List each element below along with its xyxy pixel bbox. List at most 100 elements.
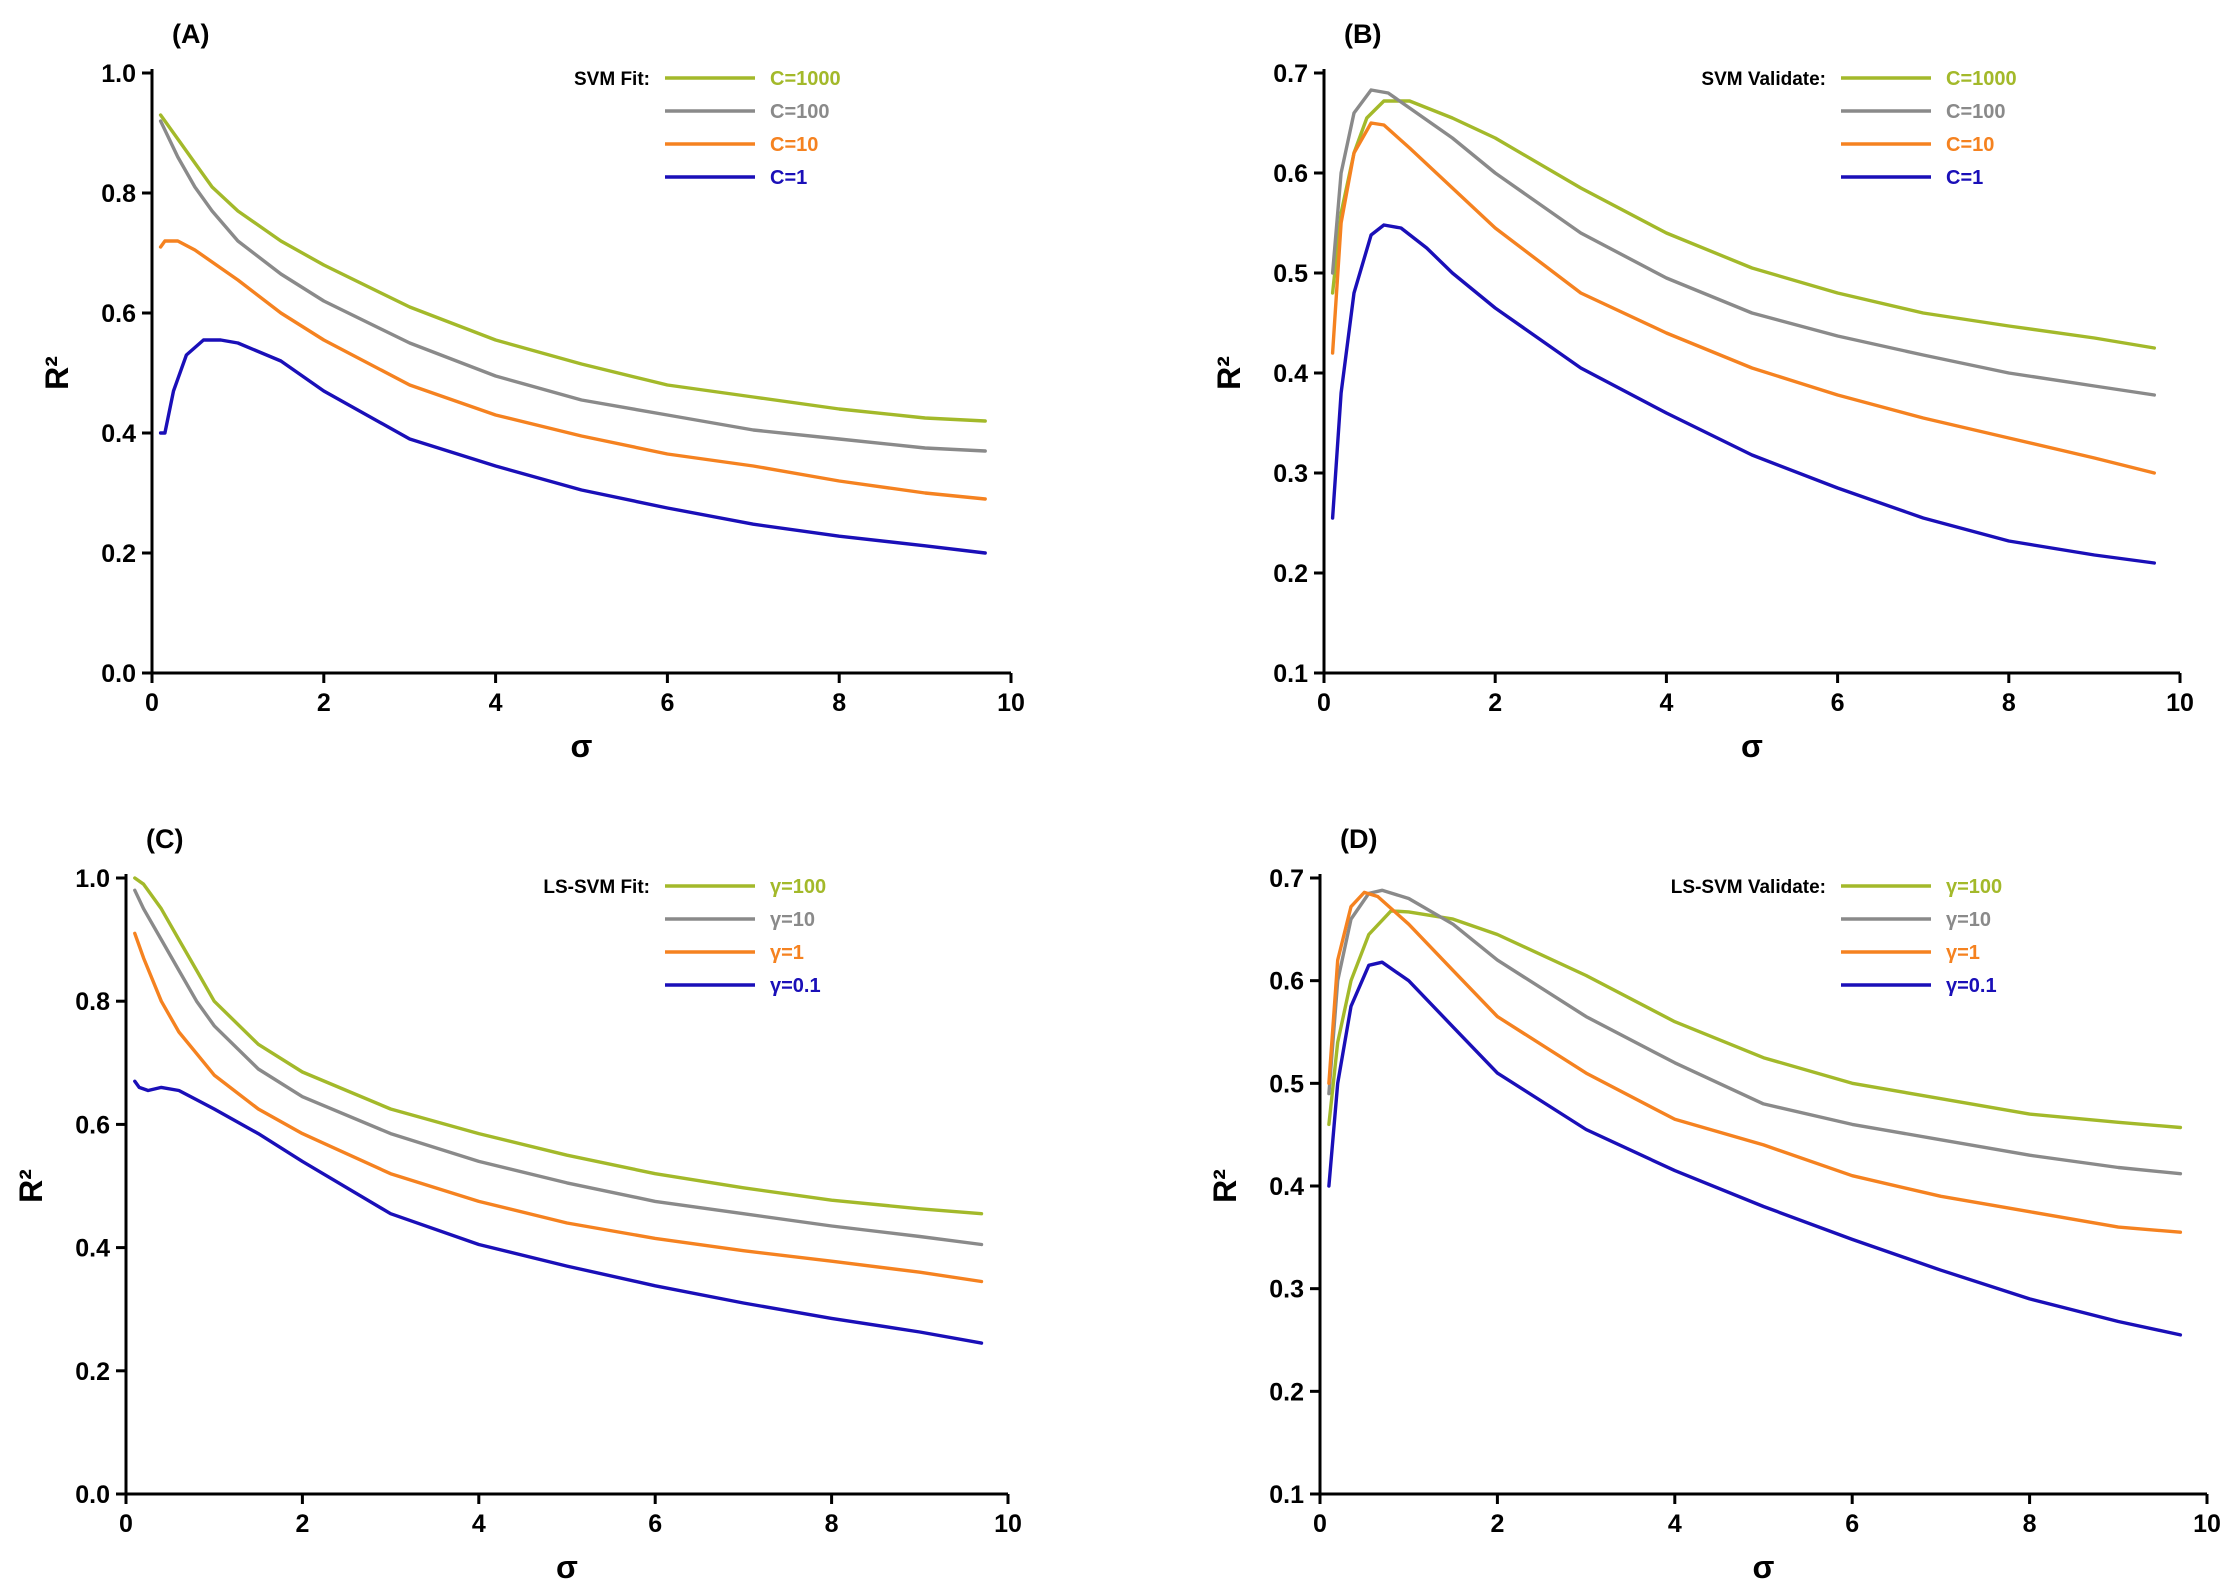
x-tick-label: 8 [832,689,846,717]
x-tick-label: 0 [145,689,159,717]
legend-title: SVM Validate: [1701,69,1826,90]
y-tick-label: 0.2 [1273,560,1308,588]
series-line-1 [133,876,984,1216]
legend-entry: γ=1 [1946,942,1980,964]
chart-panel-4: (D) 0 2 4 6 8 10 0.1 0.2 0.3 0.4 0.5 0.6 0.7 σ R² LS-SVM… [1207,824,2221,1585]
y-tick-label: 0.6 [75,1111,110,1139]
x-tick-label: 10 [2166,689,2194,717]
x-tick-label: 6 [1845,1510,1859,1538]
series-line-2 [158,119,987,453]
panel-label: (D) [1340,824,1377,854]
x-tick-label: 6 [648,1510,662,1538]
legend-entry: γ=0.1 [770,975,821,997]
y-tick-label: 0.1 [1273,660,1308,688]
legend: LS-SVM Validate: γ=100 γ=10 γ=1 γ=0.1 [1671,876,2002,997]
x-tick-label: 4 [489,689,503,717]
y-tick-label: 0.4 [101,420,136,448]
x-tick-label: 0 [1317,689,1331,717]
x-tick-label: 0 [1313,1510,1327,1538]
y-tick-label: 0.2 [101,540,136,568]
legend-entry: γ=10 [1946,909,1991,931]
x-tick-label: 8 [2023,1510,2037,1538]
legend: SVM Validate: C=1000 C=100 C=10 C=1 [1701,68,2016,189]
y-tick-label: 0.6 [1269,968,1304,996]
y-tick-label: 0.6 [1273,160,1308,188]
legend: LS-SVM Fit: γ=100 γ=10 γ=1 γ=0.1 [543,876,826,997]
series-line-4 [158,338,987,555]
series-line-3 [158,239,987,501]
legend-title: SVM Fit: [574,69,650,90]
y-tick-label: 0.0 [101,660,136,688]
legend-entry: C=1 [1946,167,1983,189]
panel-label: (C) [146,824,183,854]
y-tick-label: 0.4 [1269,1173,1304,1201]
y-tick-label: 0.6 [101,300,136,328]
x-axis-title: σ [571,728,593,764]
y-tick-label: 0.2 [1269,1378,1304,1406]
series-line-4 [1327,960,2183,1337]
legend-entry: C=100 [770,101,830,123]
series-line-3 [1330,121,2156,475]
y-tick-label: 0.2 [75,1358,110,1386]
y-tick-label: 0.4 [1273,360,1308,388]
y-tick-label: 0.5 [1273,260,1308,288]
series-line-1 [1330,99,2156,350]
x-axis-title: σ [1753,1549,1775,1585]
y-tick-label: 0.3 [1269,1276,1304,1304]
series-line-4 [1330,223,2156,565]
legend-entry: γ=1 [770,942,804,964]
series-line-1 [1327,909,2183,1130]
x-tick-label: 2 [1488,689,1502,717]
legend-entry: C=1 [770,167,807,189]
y-tick-label: 0.4 [75,1235,110,1263]
x-tick-label: 6 [660,689,674,717]
x-tick-label: 4 [1668,1510,1682,1538]
y-tick-label: 0.7 [1269,865,1304,893]
legend-entry: C=1000 [770,68,841,90]
legend-title: LS-SVM Validate: [1671,877,1826,898]
y-axis-title: R² [1207,1169,1243,1203]
legend-entry: γ=100 [1946,876,2002,898]
x-tick-label: 10 [2193,1510,2221,1538]
legend-entry: γ=10 [770,909,815,931]
y-tick-label: 0.8 [75,988,110,1016]
legend-entry: C=10 [770,134,818,156]
legend-entry: γ=0.1 [1946,975,1997,997]
x-tick-label: 8 [825,1510,839,1538]
legend-entry: C=10 [1946,134,1994,156]
x-tick-label: 0 [119,1510,133,1538]
x-tick-label: 10 [994,1510,1022,1538]
legend-entry: C=1000 [1946,68,2017,90]
series-line-2 [1330,88,2156,397]
series-line-1 [158,113,987,423]
x-axis-title: σ [556,1549,578,1585]
legend: SVM Fit: C=1000 C=100 C=10 C=1 [574,68,841,189]
y-tick-label: 0.1 [1269,1481,1304,1509]
x-axis-title: σ [1741,728,1763,764]
y-tick-label: 0.8 [101,180,136,208]
y-tick-label: 0.0 [75,1481,110,1509]
legend-entry: γ=100 [770,876,826,898]
x-tick-label: 4 [472,1510,486,1538]
x-tick-label: 2 [1490,1510,1504,1538]
y-axis-title: R² [1211,356,1247,390]
panel-label: (A) [172,19,209,49]
y-tick-label: 1.0 [101,60,136,88]
x-tick-label: 2 [295,1510,309,1538]
legend-title: LS-SVM Fit: [543,877,650,898]
chart-panel-1: (A) 0 2 4 6 8 10 0.0 0.2 0.4 0.6 0.8 1.0 σ R² SVM Fit: C… [39,19,1025,764]
y-tick-label: 0.5 [1269,1070,1304,1098]
panel-label: (B) [1344,19,1381,49]
chart-panel-2: (B) 0 2 4 6 8 10 0.1 0.2 0.3 0.4 0.5 0.6 0.7 σ R² SVM Va… [1211,19,2194,764]
x-tick-label: 6 [1831,689,1845,717]
y-tick-label: 0.7 [1273,60,1308,88]
x-tick-label: 4 [1659,689,1673,717]
series-line-2 [1327,888,2183,1176]
x-tick-label: 10 [997,689,1025,717]
chart-panel-3: (C) 0 2 4 6 8 10 0.0 0.2 0.4 0.6 0.8 1.0 σ R² LS-SVM Fi… [13,824,1022,1585]
y-tick-label: 0.3 [1273,460,1308,488]
series-line-4 [133,1079,984,1345]
x-tick-label: 8 [2002,689,2016,717]
legend-entry: C=100 [1946,101,2006,123]
